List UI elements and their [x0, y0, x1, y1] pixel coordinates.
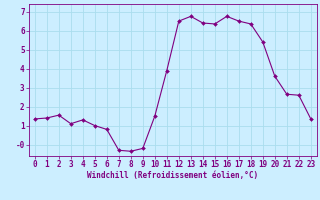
X-axis label: Windchill (Refroidissement éolien,°C): Windchill (Refroidissement éolien,°C) [87, 171, 258, 180]
